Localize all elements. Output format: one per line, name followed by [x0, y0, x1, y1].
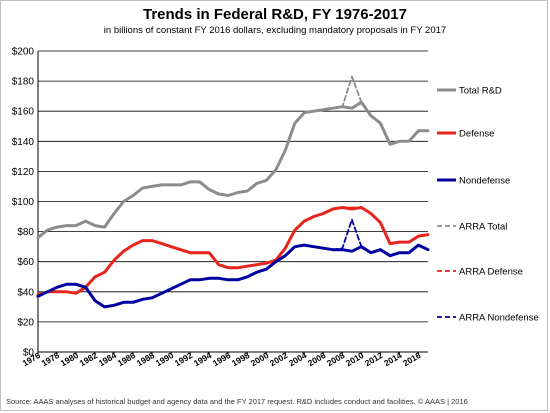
y-tick-label: $60 — [17, 257, 34, 268]
legend-label-total-r-d: Total R&D — [459, 86, 502, 97]
series-line-arra-nondefense — [331, 218, 363, 251]
x-axis-ticks: 1976197819801982198419861988199019921994… — [21, 350, 423, 368]
legend-label-arra-nondefense: ARRA Nondefense — [459, 313, 539, 324]
legend: Total R&D Defense Nondefense ARRA Total ARRA… — [437, 86, 539, 324]
series-line-nondefense — [36, 243, 430, 309]
y-tick-label: $140 — [12, 137, 35, 148]
y-tick-label: $20 — [17, 317, 34, 328]
legend-label-nondefense: Nondefense — [459, 176, 510, 187]
y-tick-label: $0 — [23, 348, 35, 359]
series-line-total-r-d — [36, 100, 430, 240]
y-axis-ticks: $0 $20 $40 $60 $80 $100 $120 $140 $160 $180 $200 — [12, 47, 35, 359]
chart-title: Trends in Federal R&D, FY 1976-2017 — [142, 6, 407, 23]
y-tick-label: $100 — [12, 197, 35, 208]
series-line-arra-total — [331, 75, 363, 110]
gridlines — [38, 50, 428, 323]
series-line-defense — [36, 206, 430, 297]
y-tick-label: $120 — [12, 167, 35, 178]
legend-label-defense: Defense — [459, 129, 494, 140]
x-tick-label: 2016 — [401, 350, 423, 368]
y-tick-label: $80 — [17, 227, 34, 238]
y-tick-label: $160 — [12, 107, 35, 118]
source-note: Source: AAAS analyses of historical budg… — [6, 397, 468, 406]
axes — [37, 51, 428, 355]
series-lines — [36, 75, 430, 309]
y-tick-label: $200 — [12, 47, 35, 58]
legend-label-arra-total: ARRA Total — [459, 222, 507, 233]
y-tick-label: $40 — [17, 287, 34, 298]
legend-label-arra-defense: ARRA Defense — [459, 267, 523, 278]
chart-subtitle: in billions of constant FY 2016 dollars,… — [103, 25, 447, 36]
y-tick-label: $180 — [12, 77, 35, 88]
